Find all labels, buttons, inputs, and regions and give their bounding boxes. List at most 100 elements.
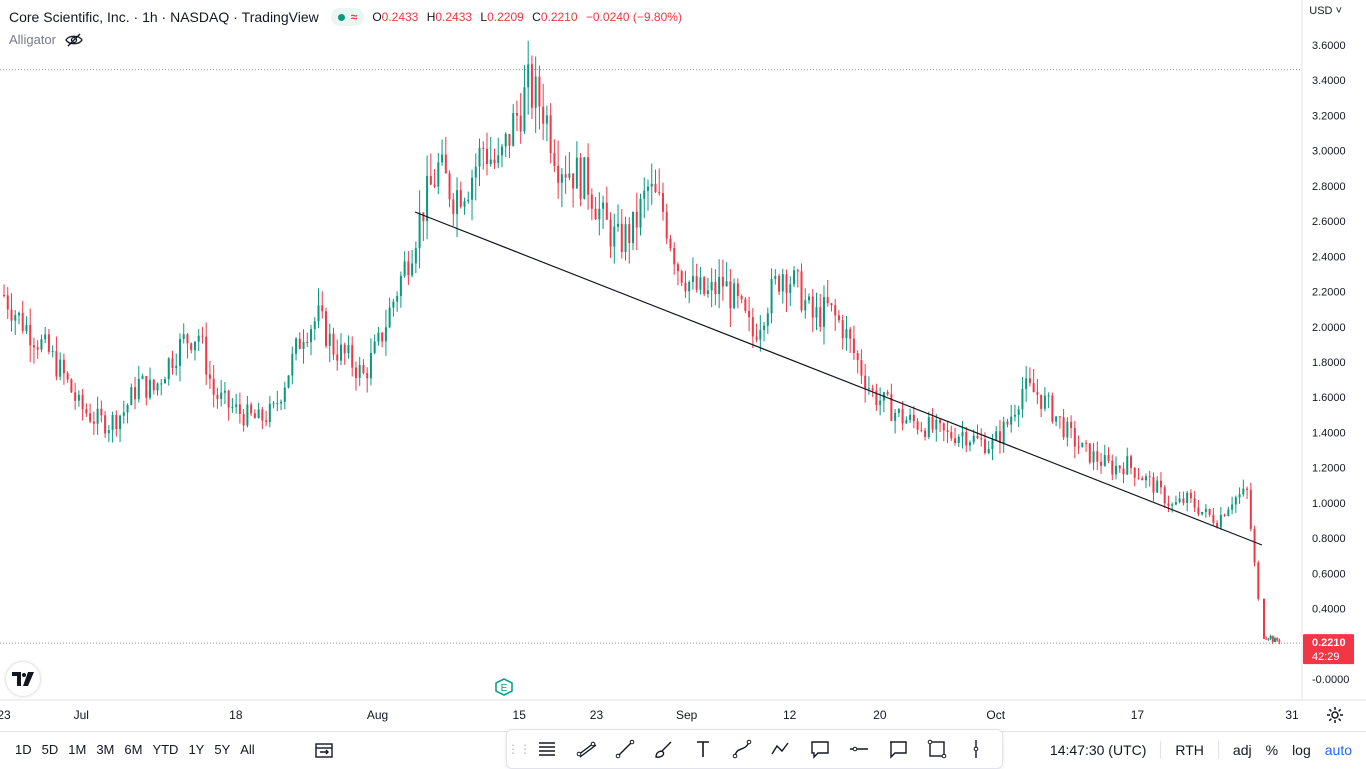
path-tool[interactable] [722, 734, 761, 764]
candle-body [819, 307, 822, 327]
market-status-pill[interactable]: ≈ [330, 8, 365, 26]
ohlc-values: O0.2433 H0.2433 L0.2209 C0.2210 −0.0240 … [372, 10, 682, 24]
candle-body [579, 157, 582, 199]
candle-body [534, 76, 537, 108]
price-tick-label: 1.6000 [1312, 392, 1346, 404]
price-tick-label: 3.2000 [1312, 110, 1346, 122]
candle-body [463, 201, 466, 207]
candle-body [448, 173, 451, 200]
candle-body [1274, 638, 1276, 643]
candle-body [25, 324, 28, 331]
candle-body [841, 320, 844, 339]
symbol-name[interactable]: Core Scientific, Inc. [9, 9, 130, 25]
brush-tool[interactable] [644, 734, 683, 764]
candle-body [268, 403, 271, 423]
horizontal-line-tool[interactable] [839, 734, 878, 764]
price-chart[interactable]: 3.6000 3.4000 3.2000 3.0000 2.8000 2.6000 2.40… [0, 0, 1366, 731]
candle-body [729, 281, 732, 309]
text-tool[interactable] [683, 734, 722, 764]
candle-body [235, 404, 238, 407]
candle-body [1092, 451, 1095, 463]
candle-body [399, 275, 402, 297]
tradingview-logo-icon[interactable] [6, 662, 40, 696]
range-6m[interactable]: 6M [124, 742, 143, 757]
auto-scale-toggle[interactable]: auto [1324, 742, 1352, 758]
candle-body [1010, 416, 1013, 425]
candle-body [733, 283, 736, 309]
settings-gear-icon[interactable] [1326, 706, 1344, 724]
trend-line-drawing[interactable] [414, 211, 1263, 546]
candle-body [512, 113, 515, 146]
time-tick-label: 12 [783, 708, 797, 722]
candle-body [1246, 488, 1249, 490]
currency-selector[interactable]: USD ˅ [1309, 5, 1342, 17]
candle-body [1043, 395, 1046, 409]
candle-body [1021, 388, 1024, 410]
time-axis[interactable]: 23 Jul 18 Aug 15 23 Sep 12 20 Oct 17 31 [0, 708, 1299, 722]
candle-body [257, 409, 260, 419]
trend-line-tool[interactable] [605, 734, 644, 764]
candle-body [164, 379, 166, 384]
range-ytd[interactable]: YTD [152, 742, 179, 757]
candle-body [538, 76, 541, 107]
price-axis[interactable]: 3.6000 3.4000 3.2000 3.0000 2.8000 2.6000 2.40… [1303, 40, 1354, 686]
candle-body [800, 271, 803, 311]
log-toggle[interactable]: log [1292, 742, 1311, 758]
candle-body [452, 199, 455, 215]
rectangle-tool[interactable] [917, 734, 956, 764]
eye-slash-icon[interactable] [65, 33, 83, 47]
indicator-name[interactable]: Alligator [9, 32, 56, 47]
indicator-legend[interactable]: Alligator [9, 32, 83, 47]
range-1m[interactable]: 1M [68, 742, 87, 757]
candle-body [639, 198, 642, 228]
divider [1160, 741, 1162, 759]
time-tick-label: Jul [74, 708, 89, 722]
range-3m[interactable]: 3M [96, 742, 115, 757]
range-5y[interactable]: 5Y [214, 742, 231, 757]
drag-handle-icon[interactable]: ⋮⋮ [507, 742, 531, 756]
candle-body [587, 157, 590, 195]
note-tool[interactable] [878, 734, 917, 764]
earnings-marker-icon[interactable]: E [495, 678, 513, 696]
percent-toggle[interactable]: % [1265, 742, 1279, 758]
last-price-badge[interactable] [1303, 634, 1354, 665]
candle-body [89, 413, 92, 422]
range-5d[interactable]: 5D [41, 742, 59, 757]
candle-body [104, 415, 107, 434]
candle-body [1032, 383, 1035, 393]
long-short-tool[interactable] [527, 734, 566, 764]
candle-body [924, 430, 927, 438]
polyline-tool[interactable] [761, 734, 800, 764]
vertical-line-tool[interactable] [956, 734, 995, 764]
clock-time[interactable]: 14:47:30 (UTC) [1049, 742, 1147, 758]
date-range-icon[interactable] [314, 740, 334, 760]
trend-channel-tool[interactable] [566, 734, 605, 764]
time-tick-label: 17 [1131, 708, 1145, 722]
path-icon [732, 739, 751, 759]
candle-body [628, 224, 631, 244]
time-tick-label: Aug [367, 708, 388, 722]
candle-body [901, 409, 904, 424]
candle-body [647, 186, 649, 191]
candle-body [1189, 492, 1192, 499]
polyline-icon [770, 742, 789, 755]
candle-body [261, 409, 264, 421]
adj-toggle[interactable]: adj [1232, 742, 1252, 758]
candle-body [1144, 476, 1147, 481]
candle-body [879, 400, 882, 406]
price-tick-label: 2.4000 [1312, 251, 1346, 263]
candle-body [867, 388, 870, 390]
range-all[interactable]: All [240, 742, 255, 757]
candle-body [317, 305, 320, 322]
candle-body [231, 406, 234, 408]
candle-body [36, 347, 39, 350]
range-1y[interactable]: 1Y [188, 742, 205, 757]
candle-body [223, 390, 226, 393]
range-1d[interactable]: 1D [15, 742, 32, 757]
interval-label[interactable]: 1h [142, 9, 158, 25]
session-toggle[interactable]: RTH [1175, 742, 1204, 758]
callout-tool[interactable] [800, 734, 839, 764]
rectangle-icon [927, 739, 946, 759]
candle-body [617, 223, 620, 227]
candle-body [1111, 460, 1114, 475]
